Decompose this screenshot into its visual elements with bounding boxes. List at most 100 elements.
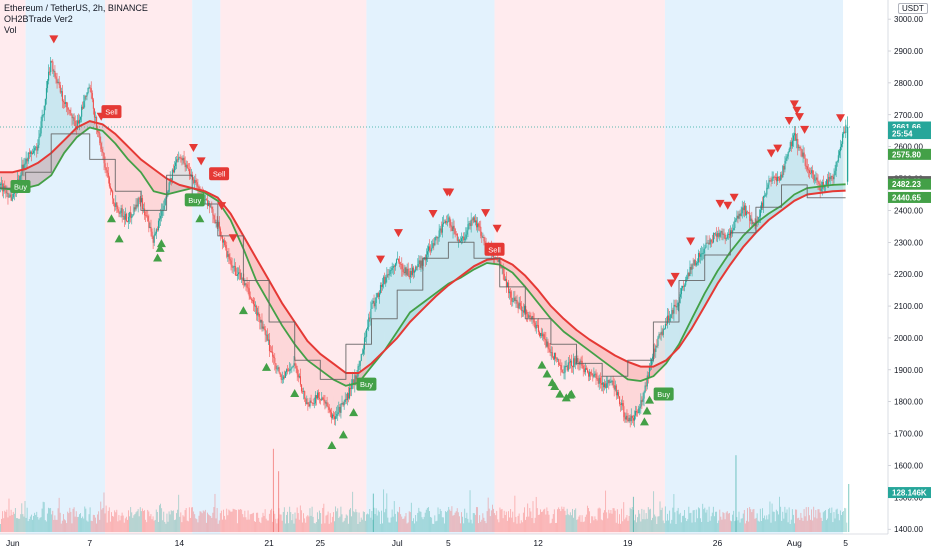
volume-bar [667, 513, 668, 532]
candle-body [731, 230, 733, 234]
volume-bar [738, 511, 740, 532]
volume-bar [826, 520, 827, 532]
price-cloud-segment [768, 175, 782, 214]
volume-bar [177, 509, 179, 532]
candle-body [668, 315, 670, 321]
candle-body [608, 380, 610, 383]
currency-badge[interactable]: USDT [898, 3, 928, 14]
ma-cloud-segment [115, 133, 129, 160]
legend-indicator-oh2btrade[interactable]: OH2BTrade Ver2 [4, 14, 73, 24]
volume-bar [471, 523, 473, 532]
candle-body [24, 163, 26, 165]
volume-bar [545, 514, 547, 532]
candle-body [386, 274, 388, 278]
candle-body [606, 383, 608, 388]
candle-body [140, 198, 142, 203]
volume-bar [812, 520, 814, 532]
volume-bar [455, 511, 457, 532]
candle-body [383, 276, 385, 285]
candle-body [548, 348, 550, 350]
volume-bar [346, 515, 348, 532]
volume-bar [251, 513, 253, 532]
candle-body [231, 265, 233, 268]
candle-body [60, 91, 62, 93]
legend-indicator-volume[interactable]: Vol [4, 25, 17, 35]
volume-bar [430, 516, 431, 532]
volume-bar [39, 517, 41, 532]
candle-body [474, 220, 477, 223]
volume-bar [685, 517, 687, 532]
candle-body [290, 368, 292, 370]
buy-triangle [156, 239, 166, 248]
candle-body [250, 298, 252, 301]
candle-body [588, 372, 590, 377]
volume-bar [552, 514, 554, 532]
price-cloud-segment [525, 286, 539, 329]
candle-body [626, 415, 628, 420]
candle-body [133, 207, 135, 215]
candle-body [820, 188, 822, 191]
price-cloud-segment [422, 239, 436, 303]
candle-body [282, 376, 284, 380]
volume-bar [529, 508, 531, 532]
volume-bar [404, 516, 406, 532]
volume-bar [602, 512, 604, 532]
sell-triangle [729, 193, 739, 202]
volume-bar [145, 519, 147, 532]
candle-body [465, 234, 467, 239]
candle-body [532, 316, 534, 319]
volume-bar [484, 520, 486, 532]
volume-bar [468, 522, 470, 532]
volume-bar [814, 517, 816, 532]
candle-body [197, 186, 199, 188]
candle-body [332, 414, 335, 417]
candle-body [727, 234, 729, 235]
candle-body [497, 258, 499, 262]
candle-body [567, 362, 569, 371]
candle-body [392, 265, 394, 268]
volume-bar [724, 519, 726, 532]
volume-bar [432, 523, 434, 532]
ma-cloud-segment [499, 258, 513, 273]
volume-bar [450, 511, 452, 532]
candle-body [811, 170, 813, 174]
candle-body [512, 300, 514, 302]
volume-bar [112, 515, 113, 532]
candle-body [483, 237, 485, 242]
volume-bar [252, 512, 254, 532]
volume-bar [481, 519, 483, 532]
candle-body [785, 158, 787, 161]
legend-symbol[interactable]: Ethereum / TetherUS, 2h, BINANCE [4, 3, 148, 13]
volume-bar [727, 513, 729, 532]
volume-bar [579, 515, 581, 532]
candle-body [244, 283, 246, 286]
candle-body [45, 88, 47, 99]
candle-body [455, 233, 457, 235]
candle-body [675, 306, 677, 308]
volume-bar [143, 511, 144, 532]
volume-bar [343, 520, 345, 532]
volume-bar [388, 522, 390, 532]
candle-body [796, 138, 798, 141]
candle-body [73, 117, 75, 121]
volume-bar [467, 518, 469, 532]
volume-bar [562, 508, 564, 532]
volume-bar [208, 514, 210, 532]
volume-bar [429, 511, 430, 532]
volume-bar [342, 522, 344, 532]
candle-body [62, 101, 65, 103]
candle-body [800, 148, 802, 150]
volume-bar [224, 515, 226, 532]
candle-body [463, 236, 465, 241]
price-cloud-segment [435, 219, 449, 294]
candle-body [751, 218, 753, 225]
buy-triangle [555, 389, 565, 398]
ma-cloud-segment [512, 264, 526, 287]
candle-body [235, 275, 237, 276]
volume-bar [833, 512, 835, 532]
candle-body [577, 358, 579, 362]
volume-bar [713, 516, 715, 532]
volume-bar [302, 522, 303, 532]
